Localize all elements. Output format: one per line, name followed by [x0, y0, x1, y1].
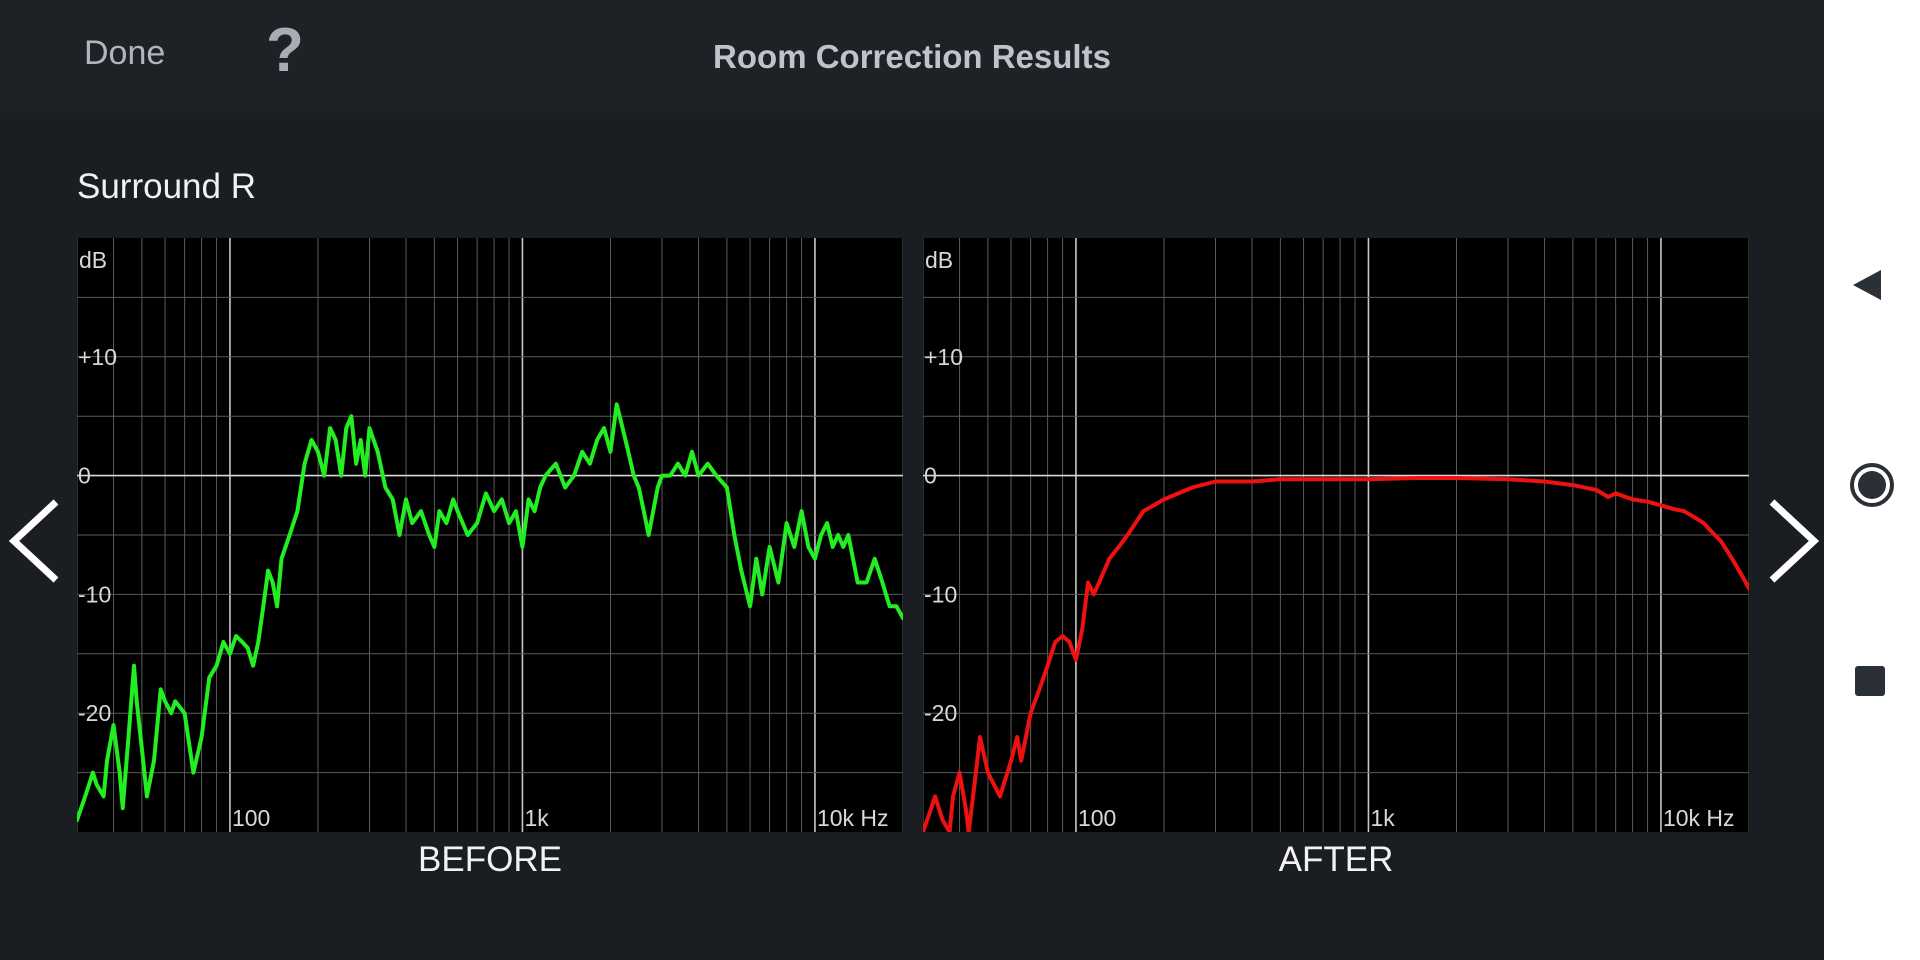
y-tick-label: +10 [924, 344, 963, 370]
y-tick-label: -10 [78, 581, 111, 607]
chart-plot-area: dB +10 0 -10 -20 100 1k 10k Hz [923, 238, 1749, 832]
y-tick-label: -20 [924, 700, 957, 726]
previous-channel-button[interactable] [8, 498, 62, 584]
chevron-left-icon [8, 499, 59, 583]
response-curve [77, 402, 903, 823]
y-tick-label: 0 [924, 463, 937, 489]
before-chart: dB +10 0 -10 -20 100 1k 10k Hz [77, 238, 903, 832]
y-tick-label: -10 [924, 581, 957, 607]
x-tick-label: 100 [232, 805, 270, 831]
before-caption: BEFORE [418, 840, 562, 879]
y-unit-label: dB [925, 247, 953, 273]
after-chart: dB +10 0 -10 -20 100 1k 10k Hz [923, 238, 1749, 832]
channel-name: Surround R [77, 167, 256, 206]
next-channel-button[interactable] [1766, 498, 1820, 584]
y-tick-label: +10 [78, 344, 117, 370]
x-tick-label: 10k Hz [1663, 805, 1735, 831]
page-title: Room Correction Results [713, 38, 1111, 75]
y-tick-label: 0 [78, 463, 91, 489]
after-caption: AFTER [1278, 840, 1394, 879]
response-curve [923, 476, 1749, 832]
home-icon[interactable] [1849, 462, 1895, 508]
app-screen: Done ? Room Correction Results Surround … [0, 0, 1824, 879]
y-tick-label: -20 [78, 700, 111, 726]
back-icon[interactable] [1851, 268, 1883, 302]
help-button[interactable]: ? [266, 16, 304, 85]
chart-plot-area: dB +10 0 -10 -20 100 1k 10k Hz [77, 238, 903, 832]
x-tick-label: 100 [1078, 805, 1116, 831]
system-nav-bar [1824, 0, 1920, 960]
x-tick-label: 10k Hz [817, 805, 889, 831]
x-tick-label: 1k [524, 805, 549, 831]
top-bar: Done ? Room Correction Results [0, 0, 1824, 113]
done-button[interactable]: Done [84, 34, 166, 72]
recents-icon[interactable] [1853, 664, 1887, 698]
chevron-right-icon [1769, 499, 1820, 583]
y-unit-label: dB [79, 247, 107, 273]
x-tick-label: 1k [1370, 805, 1395, 831]
